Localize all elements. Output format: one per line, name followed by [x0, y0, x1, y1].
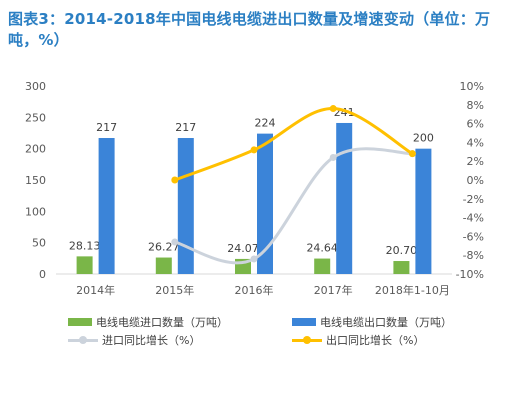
right-axis-tick: -2% — [463, 193, 484, 206]
legend-label: 电线电缆出口数量（万吨） — [320, 316, 452, 329]
right-axis-tick: 0% — [467, 174, 484, 187]
left-axis-tick: 150 — [25, 174, 46, 187]
right-axis-tick: -10% — [456, 268, 484, 281]
legend-item: 电线电缆进口数量（万吨） — [68, 314, 228, 330]
left-axis-tick: 300 — [25, 80, 46, 93]
export-bar — [98, 138, 115, 274]
legend-swatch — [292, 333, 322, 347]
legend-label: 进口同比增长（%） — [102, 334, 201, 347]
import-growth-point — [171, 238, 179, 246]
right-axis-tick: -8% — [463, 249, 484, 262]
export-bar — [336, 122, 353, 275]
legend-label: 出口同比增长（%） — [326, 334, 425, 347]
left-axis-tick: 50 — [32, 237, 46, 250]
right-axis-tick: -4% — [463, 212, 484, 225]
legend-swatch — [68, 333, 98, 347]
left-axis-tick: 100 — [25, 205, 46, 218]
export-growth-point — [250, 146, 258, 154]
import-bar — [314, 258, 331, 274]
import-growth-point — [329, 153, 337, 161]
right-axis-tick: -6% — [463, 230, 484, 243]
right-axis-tick: 6% — [467, 118, 484, 131]
export-bar — [257, 133, 273, 274]
right-axis-tick: 2% — [467, 155, 484, 168]
export-bar-label: 217 — [96, 121, 117, 134]
right-axis-tick: 10% — [460, 80, 484, 93]
export-growth-line — [174, 107, 414, 182]
import-bar-label: 24.07 — [227, 242, 259, 255]
import-bar-label: 28.13 — [69, 239, 101, 252]
right-axis-tick: 8% — [467, 99, 484, 112]
x-axis-category: 2017年 — [314, 283, 353, 297]
legend-item: 出口同比增长（%） — [292, 332, 424, 348]
chart-title: 图表3：2014-2018年中国电线电缆进出口数量及增速变动（单位：万吨，%） — [8, 10, 491, 49]
import-bar — [393, 261, 410, 274]
export-bar — [415, 148, 432, 274]
import-bar-label: 24.64 — [306, 242, 338, 255]
import-growth-point — [250, 255, 258, 263]
left-axis-tick: 200 — [25, 143, 46, 156]
x-axis-category: 2018年1-10月 — [375, 283, 450, 297]
export-growth-point — [329, 105, 337, 113]
legend-label: 电线电缆进口数量（万吨） — [96, 316, 228, 329]
export-bar — [177, 138, 194, 274]
import-growth-line — [174, 147, 413, 265]
export-bar-label: 217 — [175, 121, 196, 134]
export-bar-label: 200 — [413, 132, 434, 145]
legend-swatch — [292, 318, 316, 326]
legend-swatch — [68, 318, 92, 326]
import-bar — [155, 257, 172, 274]
import-bar — [76, 256, 93, 274]
export-growth-point — [408, 150, 416, 158]
legend-item: 进口同比增长（%） — [68, 332, 200, 348]
export-growth-point — [171, 176, 179, 184]
import-bar-label: 20.70 — [386, 244, 418, 257]
import-bar-label: 26.27 — [148, 241, 180, 254]
left-axis-tick: 0 — [39, 268, 46, 281]
x-axis-category: 2014年 — [76, 283, 115, 297]
x-axis-category: 2016年 — [235, 283, 274, 297]
x-axis-category: 2015年 — [155, 283, 194, 297]
right-axis-tick: 4% — [467, 136, 484, 149]
left-axis-tick: 250 — [25, 111, 46, 124]
legend-item: 电线电缆出口数量（万吨） — [292, 314, 452, 330]
export-bar-label: 224 — [255, 117, 276, 130]
